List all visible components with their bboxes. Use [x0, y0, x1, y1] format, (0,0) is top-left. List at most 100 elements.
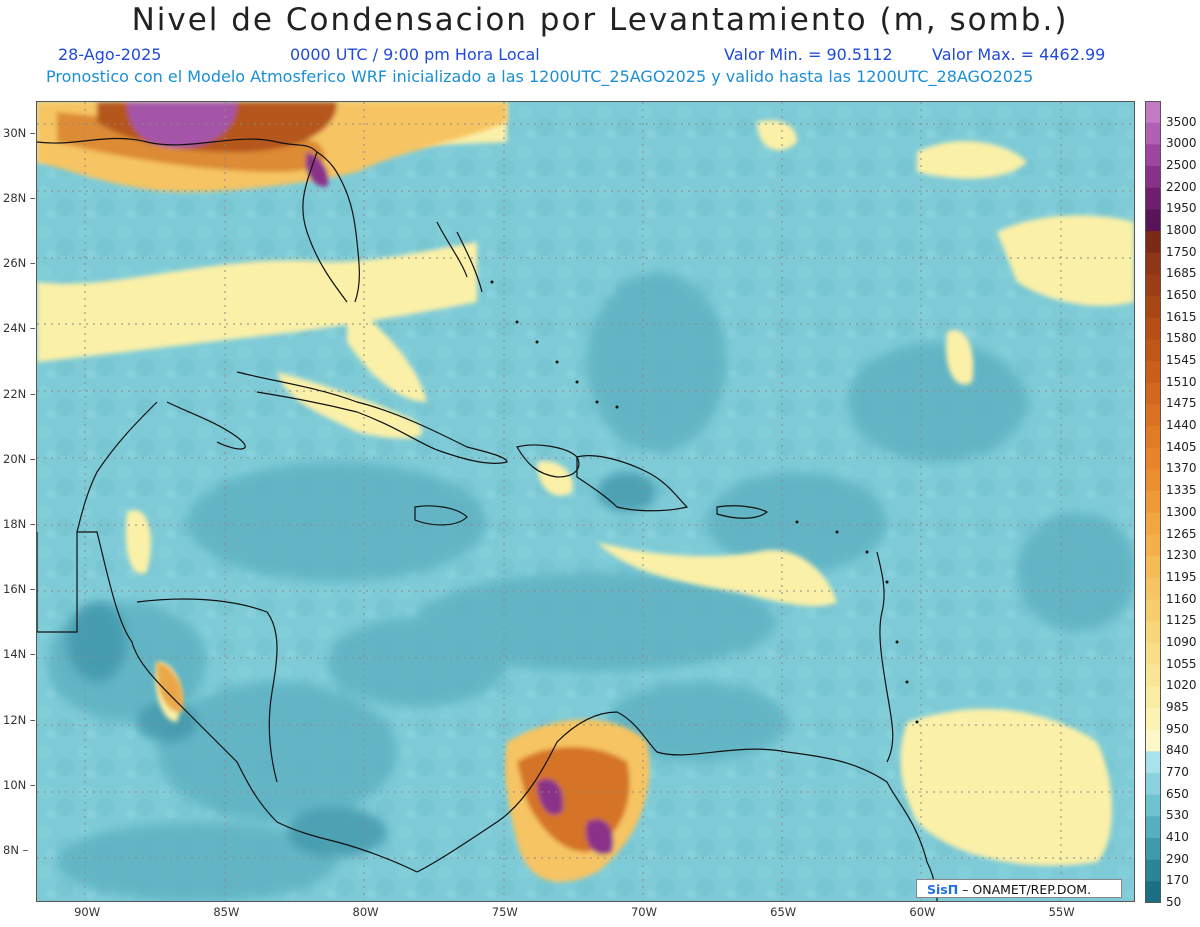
lat-label-26N: 26N – [3, 256, 36, 271]
colorbar-label: 1160 [1166, 591, 1197, 606]
lat-label-20N: 20N – [3, 451, 36, 466]
colorbar-label: 1510 [1166, 374, 1197, 389]
colorbar-label: 1370 [1166, 461, 1197, 476]
colorbar-label: 985 [1166, 699, 1189, 714]
lon-label-70W: 70W [630, 905, 657, 919]
colorbar-label: 1650 [1166, 288, 1197, 303]
colorbar-label: 650 [1166, 786, 1189, 801]
colorbar-label: 1195 [1166, 569, 1197, 584]
map-title: Nivel de Condensacion por Levantamiento … [131, 2, 1069, 38]
colorbar-swatch [1145, 469, 1161, 492]
colorbar-swatch [1145, 426, 1161, 449]
colorbar-swatch [1145, 339, 1161, 362]
colorbar-swatch [1145, 577, 1161, 601]
colorbar-swatch [1145, 707, 1161, 731]
credit-box: SisΠ – ONAMET/REP.DOM. [916, 879, 1122, 898]
colorbar-label: 410 [1166, 829, 1189, 844]
forecast-date: 28-Ago-2025 [58, 45, 162, 64]
colorbar-label: 2500 [1166, 158, 1197, 173]
colorbar-label: 1800 [1166, 223, 1197, 238]
colorbar-swatch [1145, 361, 1161, 384]
colorbar-swatch [1145, 686, 1161, 709]
colorbar-swatch [1145, 772, 1161, 796]
sispi-logo: SisΠ [927, 882, 959, 897]
colorbar-swatch [1145, 881, 1161, 903]
colorbar-label: 170 [1166, 873, 1189, 888]
model-info: Pronostico con el Modelo Atmosferico WRF… [46, 67, 1034, 86]
colorbar-label: 950 [1166, 721, 1189, 736]
colorbar-swatch [1145, 231, 1161, 254]
colorbar-label: 1265 [1166, 526, 1197, 541]
colorbar-swatch [1145, 122, 1161, 145]
colorbar-swatch [1145, 729, 1161, 752]
colorbar-swatch [1145, 859, 1161, 882]
colorbar-label: 530 [1166, 808, 1189, 823]
colorbar-swatch [1145, 816, 1161, 839]
lon-label-80W: 80W [352, 905, 379, 919]
colorbar-swatch [1145, 209, 1161, 232]
lon-label-75W: 75W [491, 905, 518, 919]
colorbar-label: 1020 [1166, 678, 1197, 693]
colorbar-swatch [1145, 491, 1161, 514]
colorbar-label: 840 [1166, 743, 1189, 758]
colorbar-label: 2200 [1166, 179, 1197, 194]
colorbar-swatch [1145, 187, 1161, 210]
lat-label-8N: 8N – [3, 843, 29, 858]
lat-label-22N: 22N – [3, 386, 36, 401]
colorbar-swatch [1145, 252, 1161, 275]
colorbar-swatch [1145, 556, 1161, 579]
credit-text: – ONAMET/REP.DOM. [962, 882, 1092, 897]
lon-label-85W: 85W [213, 905, 240, 919]
lat-label-10N: 10N – [3, 777, 36, 792]
colorbar-label: 770 [1166, 764, 1189, 779]
colorbar-swatch [1145, 837, 1161, 861]
colorbar-label: 1405 [1166, 439, 1197, 454]
lon-label-60W: 60W [909, 905, 936, 919]
colorbar-swatch [1145, 642, 1161, 666]
colorbar-swatch [1145, 751, 1161, 774]
lat-label-18N: 18N – [3, 516, 36, 531]
colorbar-swatch [1145, 512, 1161, 536]
colorbar-label: 3500 [1166, 114, 1197, 129]
colorbar-label: 1090 [1166, 634, 1197, 649]
colorbar-label: 1230 [1166, 548, 1197, 563]
lat-label-12N: 12N – [3, 712, 36, 727]
colorbar-label: 1055 [1166, 656, 1197, 671]
lat-lon-grid [37, 102, 1134, 901]
colorbar-label: 1950 [1166, 201, 1197, 216]
colorbar-swatch [1145, 166, 1161, 189]
colorbar-label: 290 [1166, 851, 1189, 866]
high-lcl-regions [37, 102, 650, 882]
colorbar-swatch [1145, 447, 1161, 470]
min-value: Valor Min. = 90.5112 [724, 45, 893, 64]
colorbar-label: 1685 [1166, 266, 1197, 281]
darker-teal-regions [47, 272, 1134, 901]
colorbar-outline [1145, 101, 1161, 903]
colorbar-swatch [1145, 101, 1161, 124]
map-canvas [37, 102, 1134, 901]
colorbar-label: 1300 [1166, 504, 1197, 519]
colorbar-label: 50 [1166, 895, 1182, 909]
colorbar-swatch [1145, 534, 1161, 557]
coastlines [37, 137, 938, 901]
colorbar-swatch [1145, 317, 1161, 340]
colorbar-swatch [1145, 794, 1161, 817]
colorbar-swatch [1145, 599, 1161, 622]
map-area[interactable] [36, 101, 1135, 902]
colorbar-label: 1615 [1166, 309, 1197, 324]
colorbar-label: 1335 [1166, 483, 1197, 498]
colorbar-label: 1750 [1166, 244, 1197, 259]
colorbar-label: 1125 [1166, 613, 1197, 628]
colorbar-label: 1580 [1166, 331, 1197, 346]
lon-label-65W: 65W [770, 905, 797, 919]
colorbar-swatch [1145, 296, 1161, 319]
forecast-time: 0000 UTC / 9:00 pm Hora Local [290, 45, 540, 64]
colorbar-label: 3000 [1166, 136, 1197, 151]
colorbar-label: 1440 [1166, 418, 1197, 433]
small-islands [490, 280, 919, 724]
colorbar-swatch [1145, 664, 1161, 687]
lon-label-90W: 90W [74, 905, 101, 919]
colorbar-swatch [1145, 274, 1161, 297]
colorbar [1145, 101, 1161, 903]
colorbar-swatch [1145, 404, 1161, 427]
